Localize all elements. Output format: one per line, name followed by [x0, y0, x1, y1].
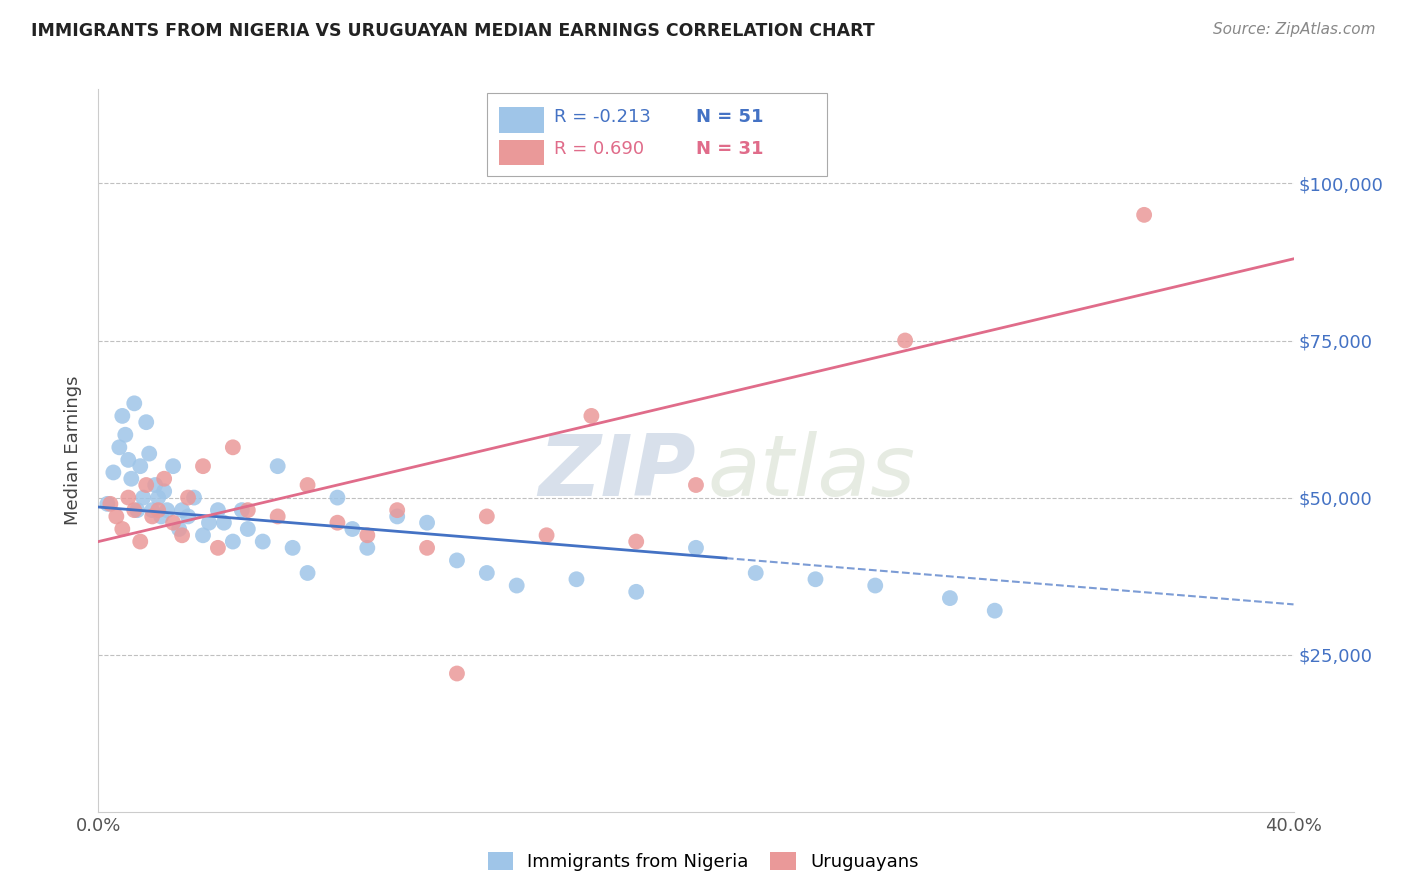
Point [108, 440, 131, 454]
Point [745, 566, 768, 580]
Point [416, 516, 439, 530]
Point [356, 541, 378, 555]
Point [297, 566, 319, 580]
Point [297, 478, 319, 492]
Point [252, 534, 274, 549]
Point [98, 497, 122, 511]
Point [475, 509, 498, 524]
Point [231, 503, 253, 517]
Point [536, 528, 558, 542]
Text: Source: ZipAtlas.com: Source: ZipAtlas.com [1212, 22, 1375, 37]
Point [475, 566, 498, 580]
Point [865, 578, 887, 592]
Point [446, 666, 468, 681]
Point [198, 516, 221, 530]
Point [267, 509, 290, 524]
Point [191, 528, 214, 542]
Point [103, 466, 125, 480]
Point [172, 503, 194, 517]
Point [148, 503, 170, 517]
Point [111, 409, 134, 423]
Legend: Immigrants from Nigeria, Uruguayans: Immigrants from Nigeria, Uruguayans [481, 846, 925, 879]
Point [114, 427, 136, 442]
Point [207, 503, 229, 517]
Point [129, 459, 152, 474]
Point [138, 447, 160, 461]
Point [506, 578, 529, 592]
Point [177, 491, 200, 505]
Text: IMMIGRANTS FROM NIGERIA VS URUGUAYAN MEDIAN EARNINGS CORRELATION CHART: IMMIGRANTS FROM NIGERIA VS URUGUAYAN MED… [31, 22, 875, 40]
Text: atlas: atlas [709, 431, 915, 514]
Point [183, 491, 205, 505]
Text: N = 51: N = 51 [696, 108, 763, 126]
Point [326, 491, 349, 505]
Point [177, 509, 200, 524]
Point [111, 522, 134, 536]
Point [267, 459, 290, 474]
Y-axis label: Median Earnings: Median Earnings [65, 376, 83, 525]
Point [153, 484, 176, 499]
Text: R = -0.213: R = -0.213 [554, 108, 651, 126]
FancyBboxPatch shape [499, 140, 544, 165]
Point [191, 459, 214, 474]
Text: N = 31: N = 31 [696, 140, 763, 158]
Point [804, 572, 827, 586]
Point [416, 541, 439, 555]
Point [156, 503, 179, 517]
Point [236, 503, 259, 517]
Point [141, 509, 163, 524]
Point [124, 396, 146, 410]
Point [141, 503, 163, 517]
Point [685, 541, 707, 555]
Point [894, 334, 917, 348]
Point [129, 534, 152, 549]
Point [326, 516, 349, 530]
Point [167, 522, 190, 536]
Point [162, 516, 184, 530]
Point [626, 584, 648, 599]
Point [172, 528, 194, 542]
Point [939, 591, 962, 606]
Point [222, 440, 245, 454]
Point [150, 509, 173, 524]
Point [135, 478, 157, 492]
Point [581, 409, 603, 423]
Point [984, 604, 1007, 618]
Point [446, 553, 468, 567]
Point [96, 497, 118, 511]
Point [212, 516, 235, 530]
Point [162, 459, 184, 474]
Point [207, 541, 229, 555]
Point [685, 478, 707, 492]
Point [281, 541, 304, 555]
Point [117, 491, 139, 505]
Point [143, 478, 166, 492]
Point [132, 491, 155, 505]
Text: R = 0.690: R = 0.690 [554, 140, 644, 158]
Point [342, 522, 364, 536]
Point [135, 415, 157, 429]
FancyBboxPatch shape [499, 107, 544, 133]
Point [565, 572, 588, 586]
Point [236, 522, 259, 536]
Point [153, 472, 176, 486]
Point [148, 491, 170, 505]
Point [124, 503, 146, 517]
Point [105, 509, 128, 524]
FancyBboxPatch shape [486, 93, 827, 176]
Point [356, 528, 378, 542]
Point [120, 472, 142, 486]
Point [626, 534, 648, 549]
Point [222, 534, 245, 549]
Point [127, 503, 149, 517]
Point [385, 509, 409, 524]
Point [117, 453, 139, 467]
Point [1133, 208, 1156, 222]
Point [385, 503, 409, 517]
Text: ZIP: ZIP [538, 431, 696, 514]
